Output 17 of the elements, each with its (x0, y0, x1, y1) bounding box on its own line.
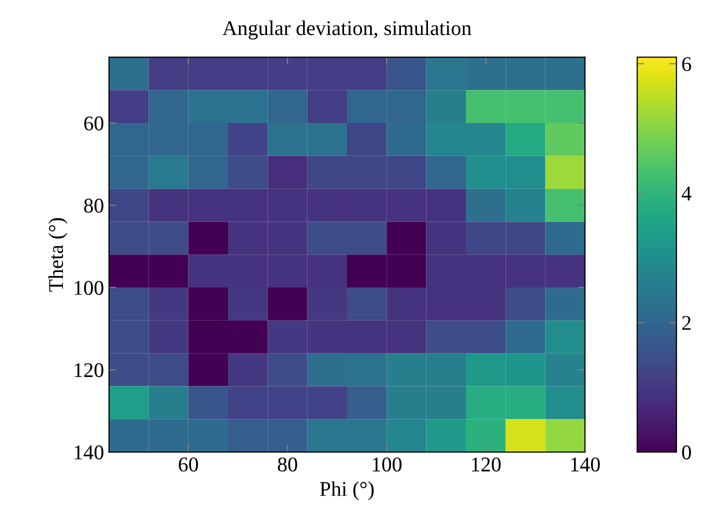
chart-title: Angular deviation, simulation (222, 20, 472, 40)
x-tick-label: 100 (372, 457, 402, 472)
y-tick-label: 100 (74, 280, 104, 295)
y-tick-label: 120 (74, 363, 104, 378)
x-tick-label: 80 (278, 457, 298, 472)
x-tick-label: 120 (472, 457, 501, 472)
color-bar-label: 4 (682, 186, 692, 200)
x-tick-label: 140 (571, 457, 600, 472)
x-tick-label: 60 (178, 457, 198, 472)
color-bar-label: 2 (682, 316, 691, 330)
y-axis-title: Theta (°) (48, 218, 68, 292)
color-bar-label: 0 (682, 445, 691, 460)
y-tick-label: 140 (74, 445, 104, 460)
y-tick-label: 60 (84, 116, 104, 130)
y-tick-label: 80 (84, 198, 104, 213)
color-bar-label: 6 (682, 57, 692, 72)
x-axis-title: Phi (°) (320, 481, 374, 500)
